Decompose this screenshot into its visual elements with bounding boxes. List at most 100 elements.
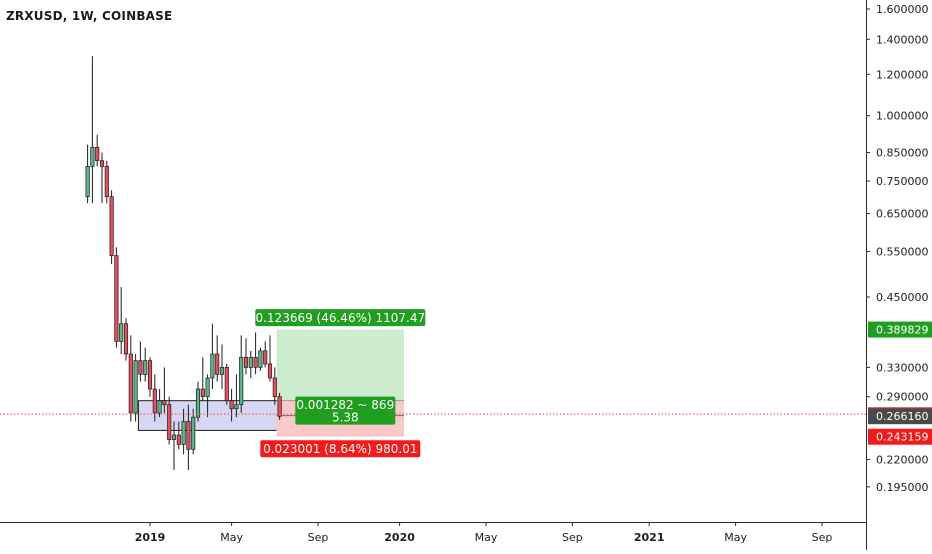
candle-body — [210, 353, 215, 379]
candle-body — [119, 323, 124, 342]
candle-body — [138, 360, 143, 375]
candle-body — [186, 421, 191, 450]
candle-body — [176, 434, 181, 445]
candle — [133, 354, 138, 422]
candle — [272, 367, 277, 405]
candle — [123, 318, 129, 361]
candle — [263, 341, 268, 368]
price-axis-label-bg — [868, 321, 932, 338]
candle-body — [195, 388, 201, 418]
candle — [191, 408, 196, 455]
candle-body — [162, 400, 167, 406]
candle — [239, 335, 244, 413]
time-tick-label: Sep — [562, 531, 583, 544]
candle — [248, 350, 253, 378]
candle — [138, 341, 143, 382]
candle — [210, 323, 215, 390]
target-zone — [276, 329, 404, 401]
price-axis-label-text: 0.243159 — [876, 431, 929, 444]
time-tick-label: Sep — [308, 531, 329, 544]
candle — [200, 357, 205, 401]
candle-body — [104, 166, 109, 198]
candle-body — [114, 255, 119, 342]
candle-body — [267, 363, 273, 379]
candle-body — [272, 377, 277, 398]
candle-body — [99, 160, 105, 167]
target-label-bg — [255, 309, 426, 327]
price-axis-label-bg — [868, 428, 932, 445]
stop-label: 0.023001 (8.64%) 980.01 — [260, 440, 421, 458]
center-label-text-1: 0.001282 ~ 869 — [296, 398, 394, 412]
candle-body — [239, 356, 244, 406]
price-tick-label: 0.195000 — [876, 481, 929, 494]
candle — [219, 344, 225, 390]
candle-body — [147, 360, 153, 390]
candle-body — [248, 356, 253, 368]
candle-body — [167, 404, 172, 441]
time-tick-label: 2020 — [384, 531, 415, 544]
candle — [277, 392, 282, 420]
candle — [195, 381, 201, 422]
price-tick-label: 1.000000 — [876, 110, 929, 123]
price-tick-label: 0.550000 — [876, 245, 929, 258]
center-label-bg — [295, 396, 396, 425]
candle-body — [95, 146, 100, 162]
candle — [95, 134, 100, 167]
candle-body — [205, 377, 210, 398]
price-axis-label-text: 0.266160 — [876, 410, 929, 423]
candle — [181, 408, 186, 455]
candle-body — [263, 350, 268, 365]
candle — [162, 367, 167, 413]
price-tick-label: 1.200000 — [876, 68, 929, 81]
candle — [205, 374, 210, 418]
candle-body — [224, 367, 229, 402]
price-tick-label: 0.220000 — [876, 453, 929, 466]
candle — [128, 335, 133, 422]
candle-body — [229, 400, 234, 410]
candle-body — [85, 166, 90, 198]
price-axis-label-text: 0.389829 — [876, 324, 929, 337]
price-axis-label: 0.243159 — [868, 428, 932, 445]
candle-body — [123, 323, 129, 355]
candle — [85, 144, 90, 204]
target-label: 0.123669 (46.46%) 1107.47 — [255, 309, 426, 327]
candle — [157, 389, 162, 418]
stop-label-bg — [260, 440, 421, 458]
price-tick-label: 0.850000 — [876, 147, 929, 160]
candle — [143, 347, 148, 382]
candle-body — [181, 421, 186, 445]
position-labels: 0.123669 (46.46%) 1107.47 0.001282 ~ 8695… — [255, 309, 426, 458]
price-tick-label: 0.650000 — [876, 207, 929, 220]
price-tick-label: 0.290000 — [876, 391, 929, 404]
candle — [119, 287, 124, 355]
candle-body — [215, 353, 220, 375]
price-axis-label: 0.266160 — [868, 408, 932, 425]
candle — [176, 421, 181, 450]
candle-body — [234, 404, 239, 410]
candle — [99, 152, 105, 204]
candle — [215, 335, 220, 382]
candles-layer — [85, 56, 282, 471]
candle — [171, 421, 177, 471]
target-label-text: 0.123669 (46.46%) 1107.47 — [255, 311, 425, 325]
candle — [147, 357, 153, 397]
candle-body — [219, 367, 225, 375]
candle-body — [90, 146, 95, 167]
candle — [167, 396, 172, 445]
candle-body — [191, 416, 196, 450]
candle-body — [277, 396, 282, 417]
price-tick-label: 1.600000 — [876, 3, 929, 16]
time-tick-label: Sep — [812, 531, 833, 544]
price-tick-label: 0.750000 — [876, 175, 929, 188]
symbol-title: ZRXUSD, 1W, COINBASE — [6, 9, 173, 23]
candle-body — [133, 360, 138, 414]
time-tick-label: 2021 — [634, 531, 665, 544]
candle-body — [143, 360, 148, 375]
price-axis-label: 0.389829 — [868, 321, 932, 338]
candle — [186, 404, 191, 471]
time-tick-label: May — [475, 531, 498, 544]
candle-body — [152, 388, 157, 414]
